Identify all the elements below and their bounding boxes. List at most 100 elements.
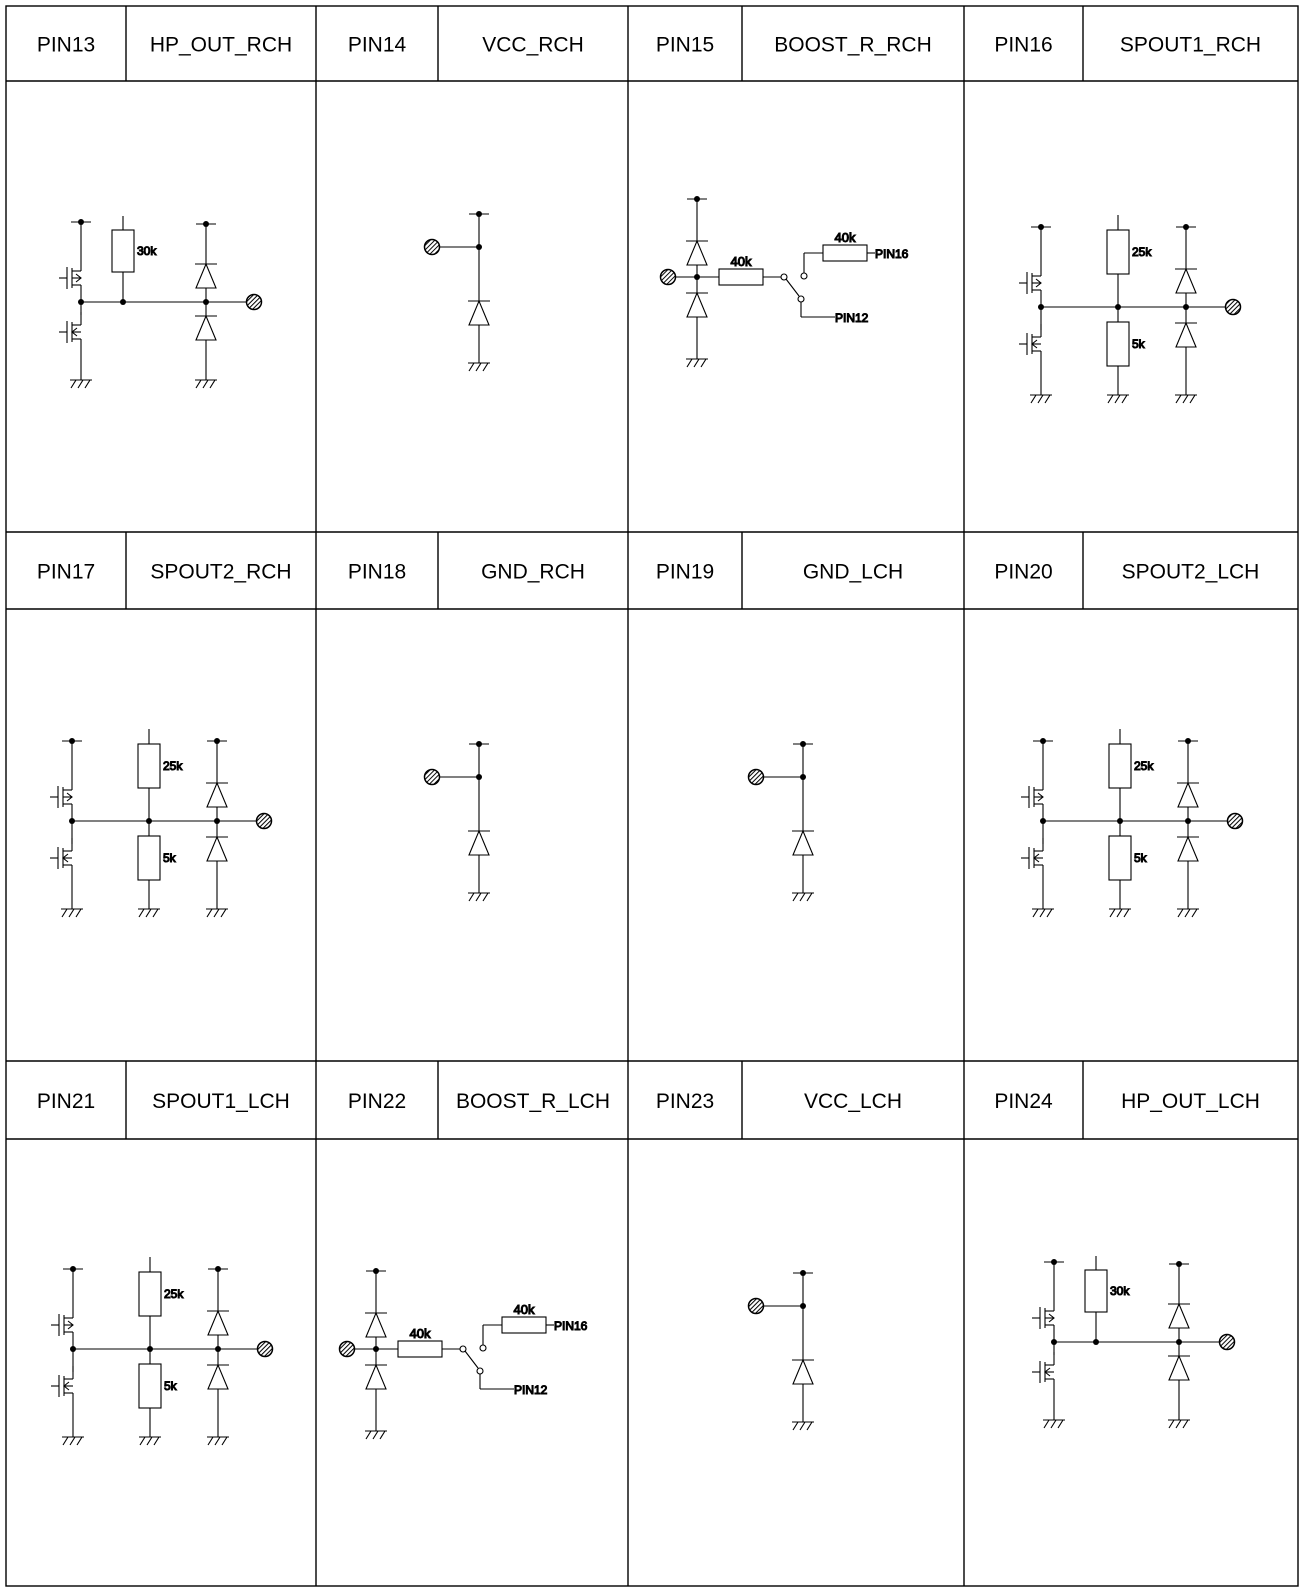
wire (1184, 908, 1191, 918)
resistor-value: 30k (1110, 1284, 1130, 1298)
circuit-vcc (747, 1270, 814, 1431)
switch-contact (797, 295, 805, 303)
switch-contact (476, 1367, 484, 1375)
wire (77, 379, 84, 389)
resistor-icon (1108, 835, 1132, 881)
diode-icon (207, 1309, 229, 1336)
circuit-spout: 25k 5k (50, 729, 273, 918)
wire (221, 1436, 228, 1446)
resistor-value: 30k (137, 244, 157, 258)
wire (152, 908, 159, 918)
pin-name: SPOUT2_LCH (1122, 561, 1260, 584)
wire (146, 1436, 153, 1446)
wire (799, 1421, 806, 1431)
wire (1177, 908, 1184, 918)
pin-name: BOOST_R_LCH (456, 1090, 610, 1113)
wire (1182, 394, 1189, 404)
pin-name: VCC_RCH (482, 34, 584, 57)
wire (1114, 394, 1121, 404)
wire (1032, 908, 1039, 918)
diode-icon (686, 239, 708, 266)
resistor-value: 40k (410, 1326, 431, 1341)
wire (464, 1350, 479, 1369)
circuit-boost: 40k PIN12 40k PIN16 (338, 1268, 588, 1440)
wire (76, 1436, 83, 1446)
diode-icon (468, 829, 490, 856)
wire (1189, 394, 1196, 404)
pin-number: PIN23 (656, 1090, 714, 1113)
switch-contact (780, 273, 788, 281)
wire (475, 362, 482, 372)
wire (69, 1436, 76, 1446)
resistor-value: 5k (163, 851, 177, 865)
wire (209, 379, 216, 389)
wire (1057, 1419, 1064, 1429)
wire (1182, 1419, 1189, 1429)
wire (207, 1436, 214, 1446)
pin16-label: PIN16 (875, 247, 909, 261)
wire (365, 1430, 372, 1440)
pin-pad-icon (659, 268, 677, 286)
resistor-icon (111, 229, 135, 273)
wire (1046, 908, 1053, 918)
wire (700, 358, 707, 368)
resistor-value: 25k (1132, 245, 1152, 259)
circuit-hp-out: 30k (1032, 1256, 1236, 1429)
wire (70, 379, 77, 389)
wire (195, 379, 202, 389)
switch-contact (459, 1345, 467, 1353)
pin-number: PIN14 (348, 34, 407, 57)
table-grid (5, 5, 1299, 1587)
circuit-spout: 25k 5k (1021, 729, 1244, 918)
diode-icon (1175, 321, 1197, 348)
wire (62, 1436, 69, 1446)
diode-icon (365, 1363, 387, 1390)
pin-name: SPOUT1_LCH (152, 1090, 290, 1113)
circuit-gnd (423, 741, 490, 902)
wire (138, 908, 145, 918)
diode-icon (1175, 267, 1197, 294)
diode-icon (686, 291, 708, 318)
pin-name: SPOUT1_RCH (1120, 34, 1261, 57)
wire (806, 1421, 813, 1431)
diode-icon (207, 1363, 229, 1390)
pin-pad-icon (245, 293, 263, 311)
wire (84, 379, 91, 389)
resistor-value: 25k (164, 1287, 184, 1301)
pin-name: HP_OUT_LCH (1121, 1090, 1260, 1113)
resistor-value: 5k (1134, 851, 1148, 865)
pin-pad-icon (255, 812, 273, 830)
resistor-icon (138, 1271, 162, 1317)
diode-icon (206, 835, 228, 862)
resistor-icon (1108, 743, 1132, 789)
diode-icon (792, 829, 814, 856)
wire (1121, 394, 1128, 404)
diode-icon (1168, 1354, 1190, 1381)
diode-icon (195, 262, 217, 289)
resistor-icon (397, 1340, 443, 1358)
wire (799, 892, 806, 902)
pin-pad-icon (423, 238, 441, 256)
table-circuits: 30k 40k PIN12 40k PIN16 25k 5k 25k 5k 25k 5k 25k 5k 4… (50, 196, 1244, 1446)
resistor-icon (137, 835, 161, 881)
wire (792, 892, 799, 902)
wire (206, 908, 213, 918)
pin-name: HP_OUT_RCH (150, 34, 292, 57)
wire (1030, 394, 1037, 404)
resistor-value: 5k (1132, 337, 1146, 351)
pin-number: PIN17 (37, 561, 95, 584)
wire (1044, 394, 1051, 404)
wire (75, 908, 82, 918)
resistor-icon (1106, 321, 1130, 367)
wire (693, 358, 700, 368)
wire (61, 908, 68, 918)
diode-icon (1177, 781, 1199, 808)
wire (785, 278, 800, 297)
resistor-value: 25k (1134, 759, 1154, 773)
circuit-hp-out: 30k (59, 216, 263, 389)
diode-icon (206, 781, 228, 808)
pin-name: VCC_LCH (804, 1090, 902, 1113)
diode-icon (1177, 835, 1199, 862)
pin-number: PIN18 (348, 561, 406, 584)
